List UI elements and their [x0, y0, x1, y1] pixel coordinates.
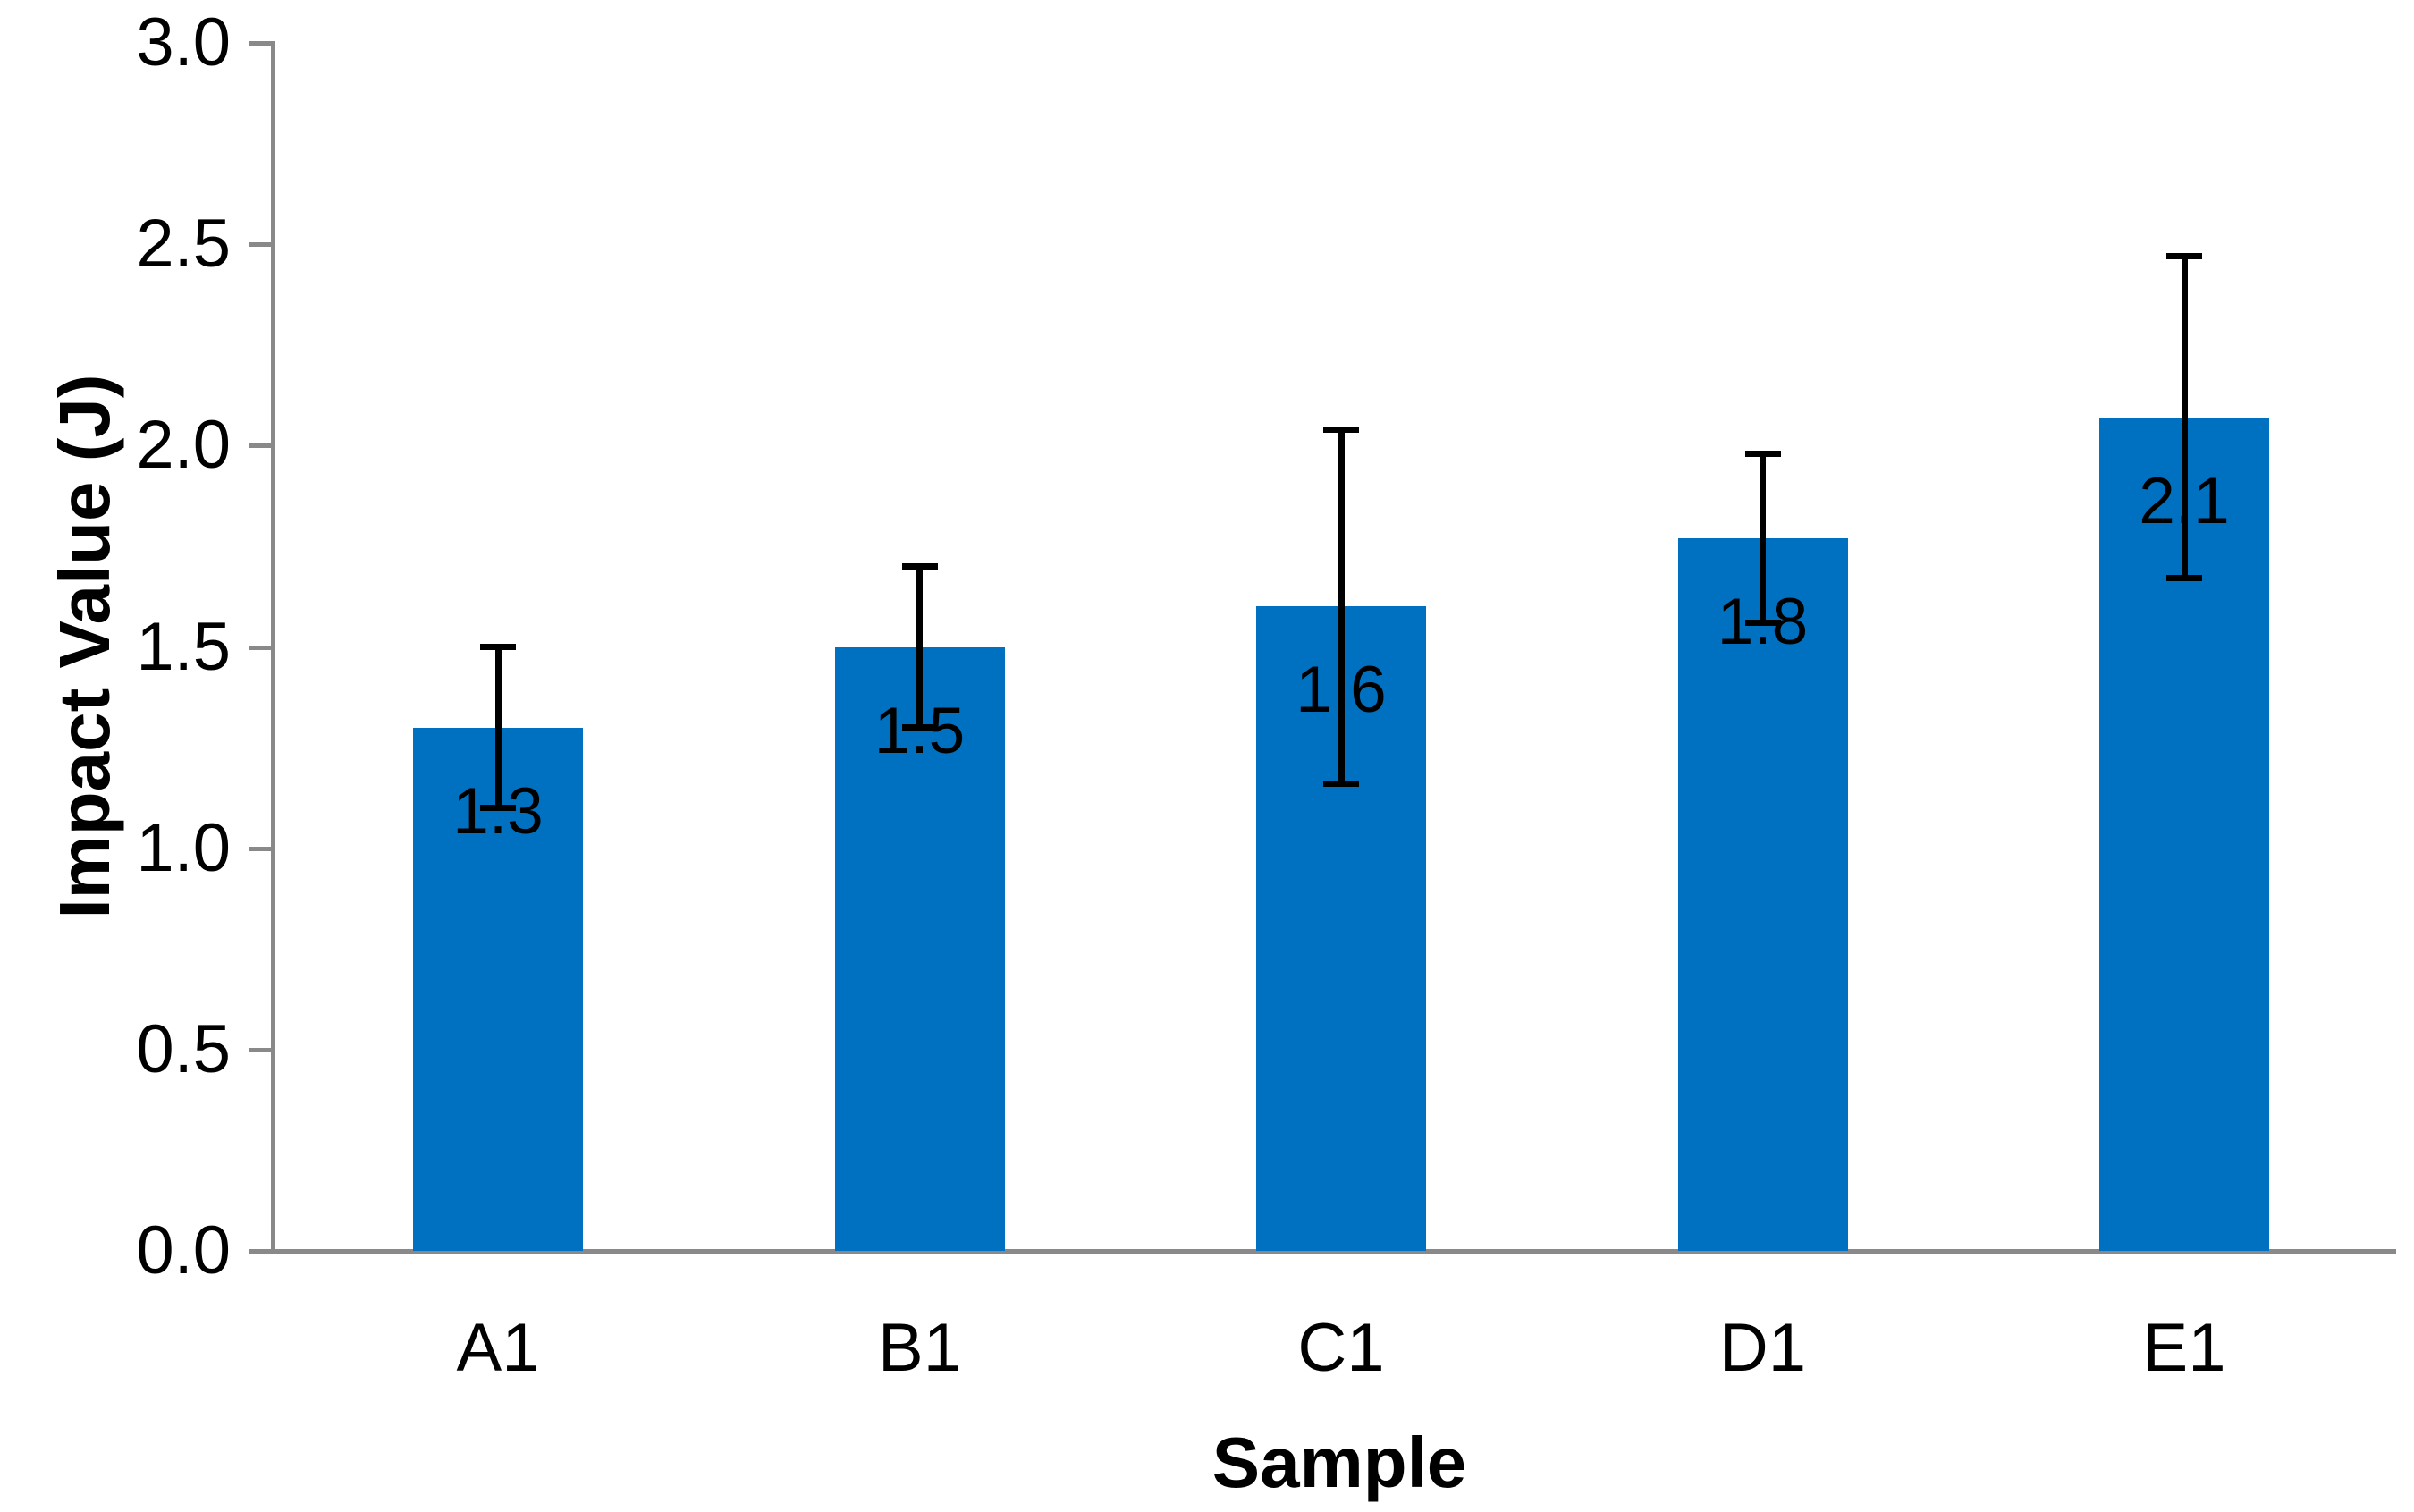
- error-bar-E1-cap-bottom: [2166, 575, 2202, 582]
- error-bar-E1-line: [2181, 256, 2188, 579]
- error-bar-D1-cap-top: [1744, 450, 1781, 457]
- error-bar-C1-line: [1338, 429, 1345, 784]
- y-tick-label-2.5: 2.5: [136, 206, 231, 283]
- y-axis-line: [271, 41, 275, 1253]
- x-axis-line: [249, 1249, 2396, 1254]
- bar-A1: [413, 727, 583, 1251]
- y-tick-label-1.0: 1.0: [136, 809, 231, 886]
- bar-D1: [1677, 537, 1848, 1251]
- error-bar-A1-line: [494, 646, 502, 808]
- y-tick-label-1.5: 1.5: [136, 608, 231, 685]
- y-tick-mark-1.5: [249, 645, 271, 650]
- error-bar-A1-cap-bottom: [480, 805, 516, 812]
- y-tick-label-2.0: 2.0: [136, 407, 231, 484]
- category-label-C1: C1: [1297, 1310, 1385, 1386]
- y-tick-mark-2.0: [249, 443, 271, 449]
- y-tick-mark-0.5: [249, 1047, 271, 1052]
- error-bar-B1-cap-bottom: [901, 724, 938, 731]
- y-tick-label-0.5: 0.5: [136, 1010, 231, 1087]
- error-bar-A1-cap-top: [480, 644, 516, 650]
- bar-B1: [834, 646, 1005, 1251]
- error-bar-D1-cap-bottom: [1744, 619, 1781, 626]
- category-label-A1: A1: [456, 1310, 540, 1386]
- x-axis-title: Sample: [1211, 1423, 1467, 1502]
- category-label-E1: E1: [2142, 1310, 2226, 1386]
- error-bar-E1-cap-top: [2166, 253, 2202, 260]
- y-tick-mark-3.0: [249, 41, 271, 46]
- error-bar-D1-line: [1760, 453, 1766, 623]
- error-bar-C1-cap-top: [1323, 426, 1359, 433]
- error-bar-B1-cap-top: [901, 562, 938, 570]
- y-tick-mark-2.5: [249, 242, 271, 248]
- error-bar-B1-line: [916, 566, 923, 728]
- y-tick-label-3.0: 3.0: [136, 4, 231, 80]
- error-bar-C1-cap-bottom: [1323, 781, 1359, 788]
- y-tick-label-0.0: 0.0: [136, 1212, 231, 1288]
- category-label-D1: D1: [1718, 1310, 1807, 1386]
- category-label-B1: B1: [878, 1310, 961, 1386]
- y-tick-mark-1.0: [249, 846, 271, 851]
